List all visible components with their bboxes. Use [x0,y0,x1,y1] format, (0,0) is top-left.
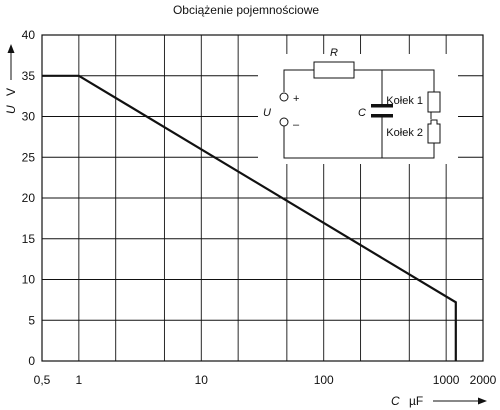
y-tick-label: 40 [22,28,36,42]
y-tick-label: 25 [22,150,36,164]
x-tick-labels: 0,5 1 10 100 1000 2000 [34,373,497,387]
x-axis-symbol: C [391,394,400,408]
svg-text:C µF: C µF [391,394,423,408]
x-tick-label: 1 [76,373,83,387]
capacitor-label: C [358,107,366,119]
chart-title: Obciążenie pojemnościowe [173,3,319,17]
x-tick-label: 2000 [470,373,497,387]
circuit-bottom-wire [283,126,435,159]
svg-text:U V: U V [4,88,18,114]
resistor-label: R [330,47,338,59]
y-axis-label: U V [4,44,18,114]
y-tick-label: 15 [22,232,36,246]
pin1-label: Kołek 1 [386,95,423,107]
y-tick-label: 30 [22,110,36,124]
pin2-label: Kołek 2 [386,127,423,139]
x-axis-unit: µF [409,394,423,408]
x-axis-label: C µF [391,394,487,408]
x-tick-label: 10 [195,373,209,387]
y-axis-unit: V [4,88,18,96]
x-tick-label: 1000 [433,373,460,387]
x-axis-arrow-icon [478,397,487,405]
circuit-background [258,54,458,164]
pin1-symbol [427,91,441,113]
capacitor-plate-top [371,104,393,108]
terminal-minus-icon [279,117,289,127]
y-tick-label: 20 [22,191,36,205]
x-tick-label: 100 [314,373,334,387]
series-layer [42,74,457,361]
y-axis-symbol: U [4,105,18,114]
y-tick-label: 0 [28,354,35,368]
capacitor-plate-bottom [371,114,393,118]
resistor-symbol [313,61,355,79]
plot-frame [41,34,484,362]
y-tick-labels: 0 5 10 15 20 25 30 35 40 [22,28,36,368]
circuit-inset: R + – U C Kołek 1 Kołek 2 [258,47,458,164]
pin2-symbol [427,119,441,144]
series-line [42,74,457,361]
minus-sign: – [293,119,300,131]
circuit-top-wire [283,69,435,92]
y-tick-label: 5 [28,313,35,327]
y-tick-label: 35 [22,69,36,83]
plus-sign: + [293,93,299,105]
terminal-plus-icon [279,92,289,102]
x-tick-label: 0,5 [34,373,51,387]
source-label: U [263,107,271,119]
y-axis-arrow-icon [7,44,15,53]
y-tick-label: 10 [22,273,36,287]
